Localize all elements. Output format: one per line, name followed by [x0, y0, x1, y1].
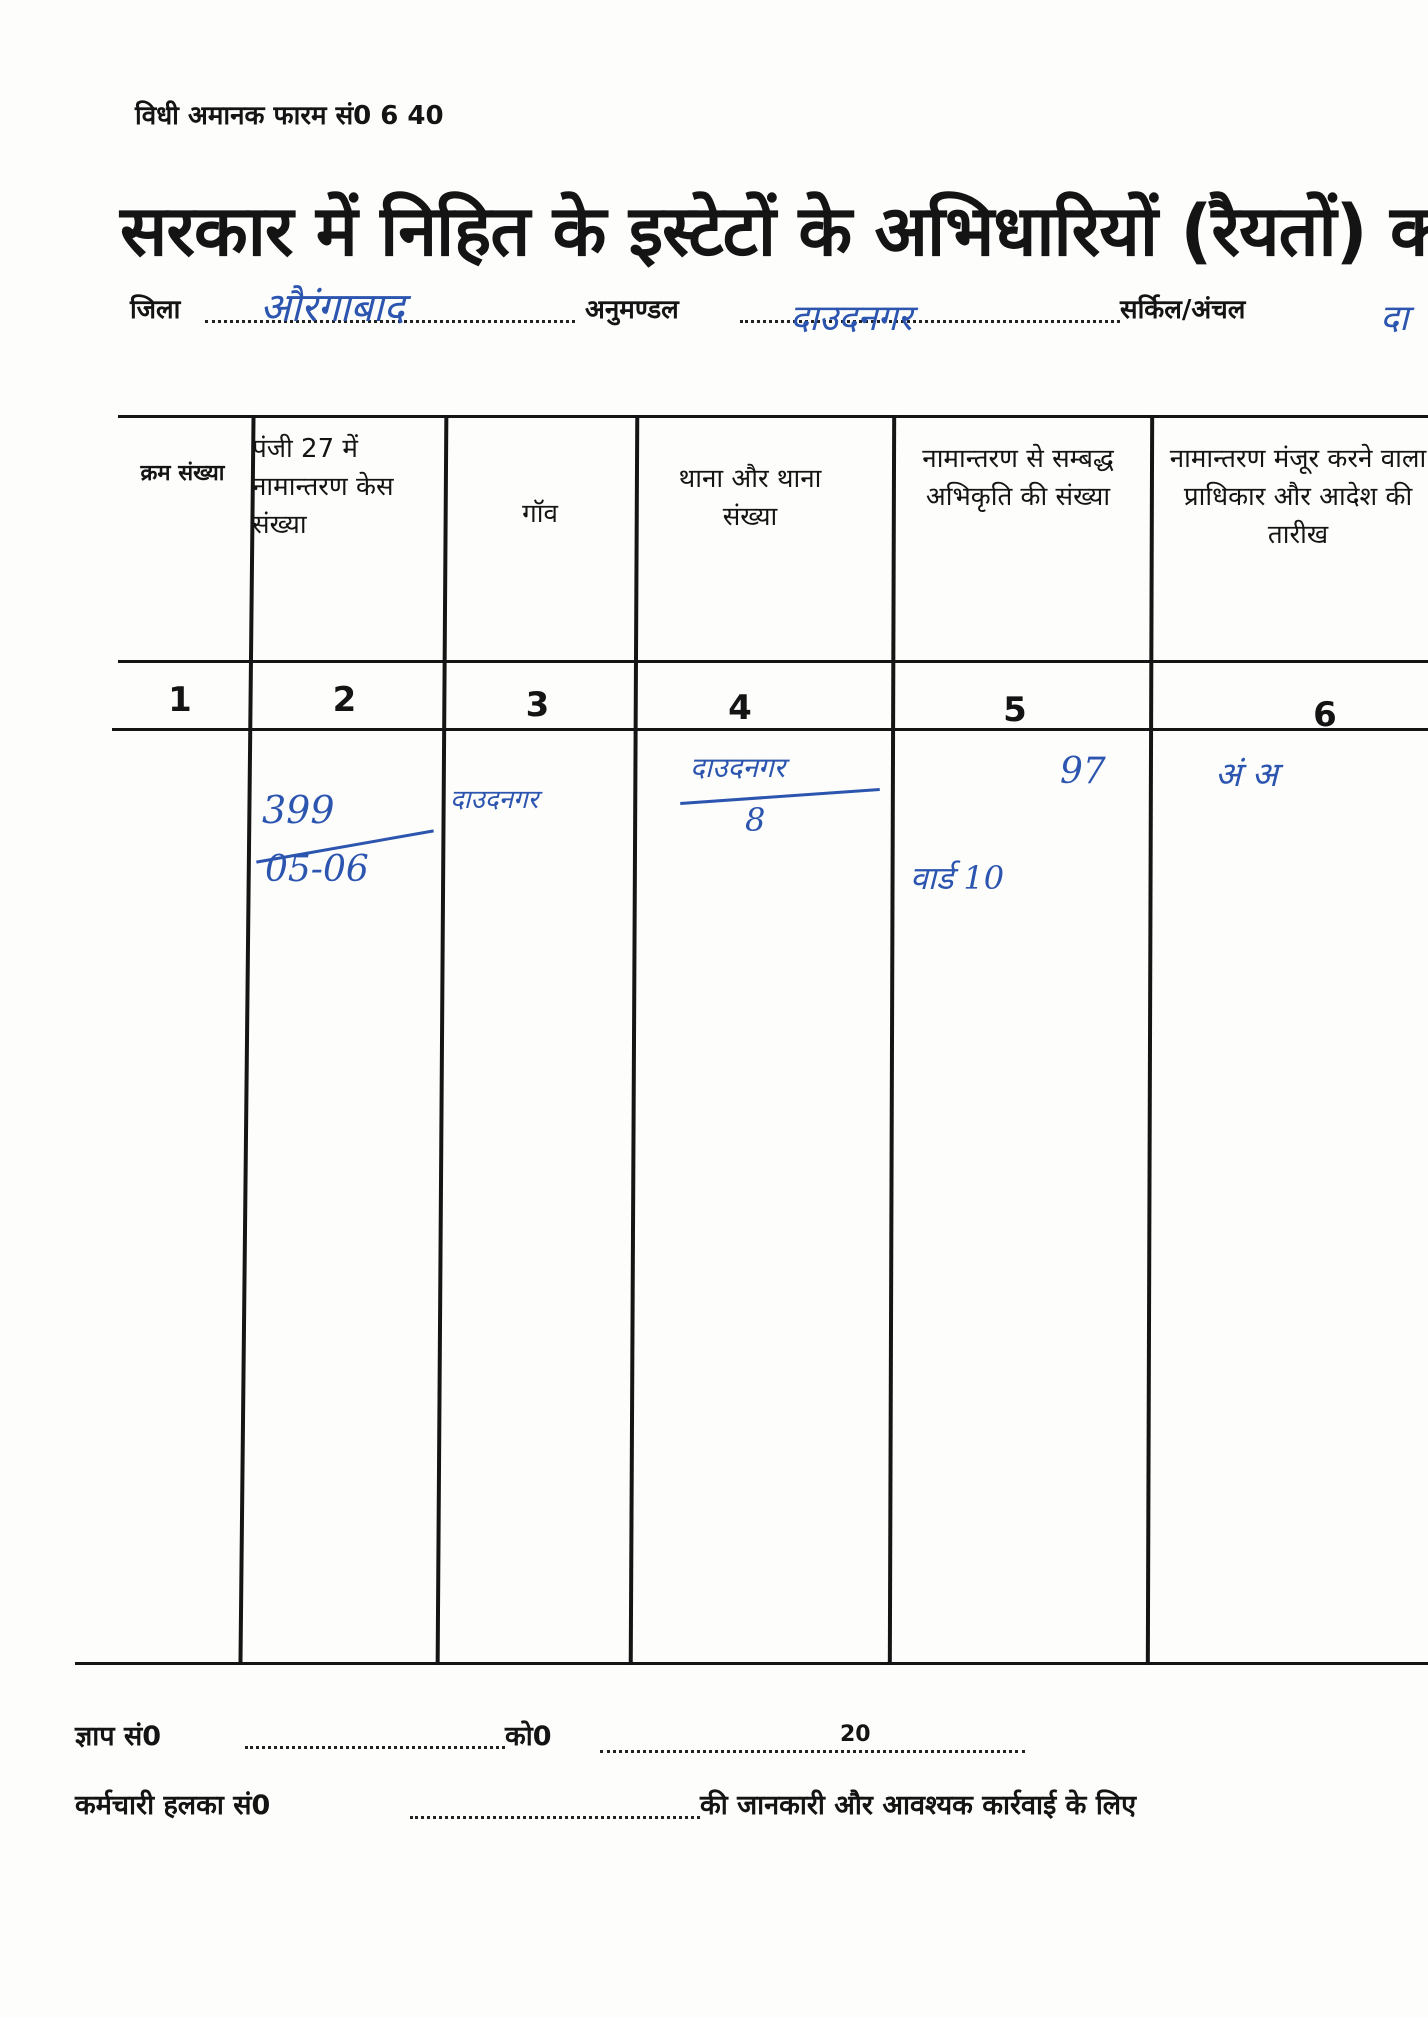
header-village: गॉव	[522, 499, 558, 529]
column-number: 2	[332, 680, 357, 720]
fraction-line	[680, 788, 880, 805]
column-divider	[887, 414, 897, 1666]
header-thana: थाना और थाना संख्या	[678, 464, 822, 532]
column-divider	[628, 414, 640, 1666]
header-case-number: पंजी 27 में नामान्तरण केस संख्या	[252, 434, 394, 540]
column-number: 5	[1003, 690, 1027, 730]
header-authority: नामान्तरण मंजूर करने वाला प्राधिकार और आ…	[1169, 444, 1427, 550]
date-dotted-line	[600, 1726, 1025, 1753]
circle-label: सर्किल/अंचल	[1120, 295, 1246, 325]
column-number: 4	[728, 688, 752, 728]
date-label: को0	[505, 1721, 552, 1752]
number-row-divider	[112, 728, 1428, 731]
column-divider	[435, 415, 449, 1665]
header-holding: नामान्तरण से सम्बद्ध अभिकृति की संख्या	[922, 444, 1114, 512]
subdivision-value: दाउदनगर	[790, 298, 913, 339]
thana-number: 8	[745, 801, 766, 839]
page-title: सरकार में निहित के इस्टेटों के अभिधारियो…	[120, 190, 1428, 272]
ward-number: वार्ड 10	[910, 859, 1005, 897]
table-top-border	[118, 415, 1428, 418]
holding-number: 97	[1060, 751, 1106, 792]
column-number: 3	[525, 685, 550, 725]
column-divider	[238, 415, 256, 1665]
footer-instruction: की जानकारी और आवश्यक कार्रवाई के लिए	[700, 1790, 1137, 1821]
thana-value: दाउदनगर	[690, 751, 786, 784]
column-number: 6	[1313, 695, 1337, 735]
table-bottom-border	[75, 1662, 1428, 1665]
form-number: विधी अमानक फारम सं0 6 40	[135, 101, 444, 131]
halka-dotted-line	[410, 1792, 700, 1819]
header-divider	[118, 660, 1428, 663]
column-number: 1	[168, 680, 192, 720]
case-year: 05-06	[265, 849, 369, 890]
karmachari-label: कर्मचारी हलका सं0	[75, 1790, 271, 1821]
circle-value: दा	[1380, 298, 1409, 339]
district-label: जिला	[130, 295, 181, 325]
memo-label: ज्ञाप सं0	[75, 1721, 162, 1752]
year-value: 20	[840, 1722, 871, 1747]
district-value: औरंगाबाद	[260, 285, 405, 331]
village-value: दाउदनगर	[450, 785, 539, 815]
district-dotted-line	[205, 290, 575, 323]
memo-dotted-line	[245, 1722, 505, 1749]
column-divider	[1145, 414, 1155, 1666]
case-number: 399	[262, 788, 335, 832]
subdivision-dotted-line	[740, 290, 1120, 323]
subdivision-label: अनुमण्डल	[585, 295, 679, 325]
authority-value: अं अ	[1215, 755, 1278, 795]
header-serial: क्रम संख्या	[140, 461, 225, 486]
